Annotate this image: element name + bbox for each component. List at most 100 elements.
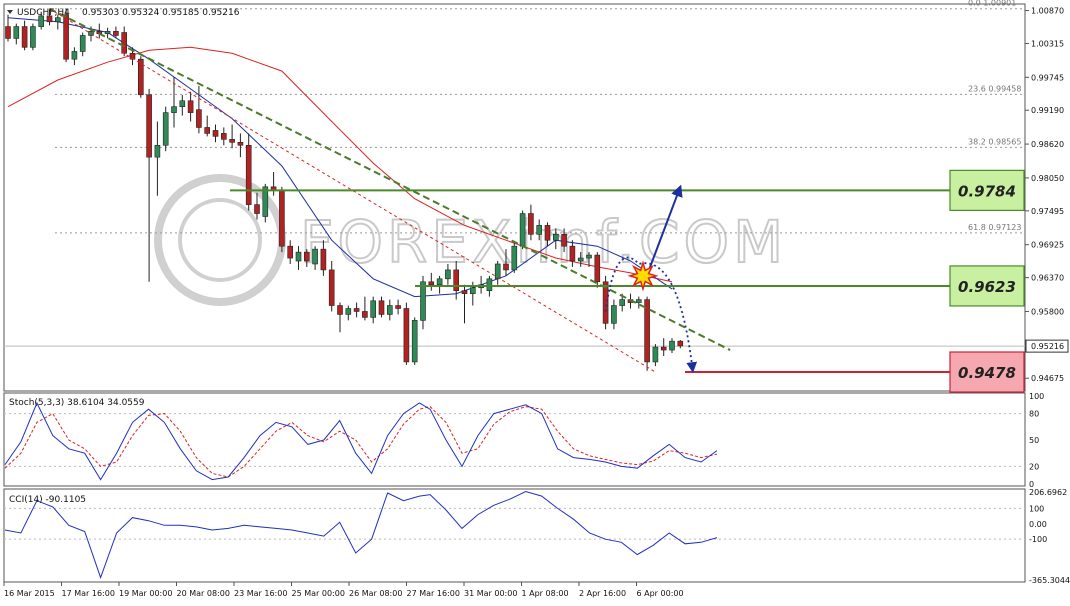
watermark: FOREXimf.COM	[154, 174, 787, 306]
stoch-tick-label: 100	[1029, 392, 1044, 401]
candle-body	[602, 281, 609, 324]
candle-body	[221, 133, 227, 140]
fib-level-label: 61.8 0.97123	[968, 223, 1021, 232]
candle-body	[353, 308, 360, 312]
price-tick-label: 0.99745	[1031, 73, 1064, 82]
stoch-panel[interactable]	[3, 392, 1026, 487]
forecast-rebound-arrow	[604, 256, 698, 373]
breakout-burst-icon	[627, 260, 659, 292]
candle-body	[420, 281, 426, 321]
cci-tick-label: 100	[1029, 504, 1044, 513]
candle-body	[577, 257, 584, 262]
candle-body	[345, 308, 352, 315]
price-tick-label: 0.94675	[1031, 374, 1064, 383]
cci-tick-label: -100	[1029, 535, 1047, 544]
candle-body	[503, 263, 509, 271]
level-label-support: 0.9478	[958, 364, 1016, 382]
time-tick-label: 23 Mar 16:00	[234, 589, 287, 598]
price-tick-label: 0.98050	[1031, 174, 1064, 183]
candle-body	[154, 144, 161, 158]
candle-body	[528, 213, 534, 235]
time-tick-label: 20 Mar 08:00	[177, 589, 230, 598]
candle-body	[303, 251, 310, 262]
candle-body	[13, 26, 20, 39]
stoch-tick-label: 20	[1029, 462, 1039, 471]
candle-body	[63, 14, 69, 60]
candle-body	[196, 109, 202, 128]
candle-body	[129, 52, 136, 60]
candle-body	[312, 248, 318, 265]
candle-body	[552, 234, 559, 241]
candle-body	[469, 287, 476, 294]
channel-line[interactable]	[49, 8, 656, 373]
candle-body	[395, 305, 401, 309]
candle-body	[229, 139, 235, 143]
candle-body	[113, 31, 119, 36]
level-box-resistance	[949, 169, 1025, 211]
time-tick-label: 6 Apr 00:00	[637, 589, 684, 598]
candle-body	[5, 26, 11, 39]
candle-body	[212, 130, 219, 137]
fib-level-label: 0.0 1.00901	[968, 0, 1016, 8]
stoch-tick-label: 50	[1029, 436, 1039, 445]
cci-tick-label: 206.6962	[1029, 488, 1067, 497]
candle-body	[635, 299, 642, 303]
price-tick-label: 0.95216	[1031, 342, 1064, 351]
stoch-main-line	[4, 401, 718, 481]
candle-body	[494, 263, 501, 280]
candle-body	[171, 106, 177, 113]
dropdown-triangle-icon[interactable]	[7, 10, 13, 14]
candle-body	[38, 15, 45, 27]
candle-body	[561, 234, 567, 247]
candle-body	[411, 320, 418, 363]
downtrend-line[interactable]	[49, 7, 731, 351]
candle-body	[386, 305, 393, 315]
candle-body	[594, 254, 601, 283]
candle-body	[138, 58, 144, 96]
time-tick-label: 19 Mar 00:00	[119, 589, 172, 598]
candle-body	[54, 17, 61, 23]
level-box-pivot	[949, 265, 1025, 307]
ma-fast-line	[7, 17, 673, 298]
time-tick-label: 27 Mar 16:00	[407, 589, 460, 598]
candle-body	[669, 340, 675, 351]
stoch-signal-line	[4, 406, 718, 478]
candle-body	[461, 290, 468, 294]
cci-tick-label: 0.00	[1029, 520, 1047, 529]
candle-body	[287, 245, 294, 259]
candle-body	[486, 278, 493, 291]
candle-body	[262, 186, 269, 217]
candle-body	[270, 186, 277, 191]
candle-body	[328, 269, 335, 306]
candle-body	[652, 346, 659, 363]
price-tick-label: 0.96925	[1031, 241, 1064, 250]
candle-body	[279, 189, 285, 247]
candle-body	[21, 26, 28, 48]
candle-body	[46, 15, 53, 23]
fib-level-label: 23.6 0.99458	[968, 84, 1021, 93]
candle-body	[544, 225, 551, 241]
stoch-tick-label: 80	[1029, 410, 1039, 419]
candle-body	[204, 127, 210, 134]
candle-body	[237, 141, 244, 146]
level-label-pivot: 0.9623	[958, 278, 1016, 296]
cci-panel[interactable]	[3, 488, 1026, 583]
candle-body	[519, 213, 526, 247]
candle-body	[677, 340, 684, 347]
candle-body	[245, 144, 252, 205]
time-tick-label: 1 Apr 08:00	[522, 589, 569, 598]
symbol-label: USDCHF,H4	[17, 8, 70, 18]
price-tick-label: 0.99190	[1031, 106, 1064, 115]
time-tick-label: 2 Apr 16:00	[579, 589, 626, 598]
current-price-box	[1025, 339, 1069, 353]
candle-body	[337, 305, 343, 315]
candle-body	[619, 299, 626, 306]
candle-body	[436, 278, 443, 286]
price-tick-label: 0.95800	[1031, 307, 1064, 316]
cci-title: CCI(14) -90.1105	[9, 495, 86, 505]
price-panel[interactable]	[3, 3, 1026, 392]
candle-body	[121, 32, 127, 54]
watermark-text: FOREXimf.COM	[300, 208, 787, 276]
